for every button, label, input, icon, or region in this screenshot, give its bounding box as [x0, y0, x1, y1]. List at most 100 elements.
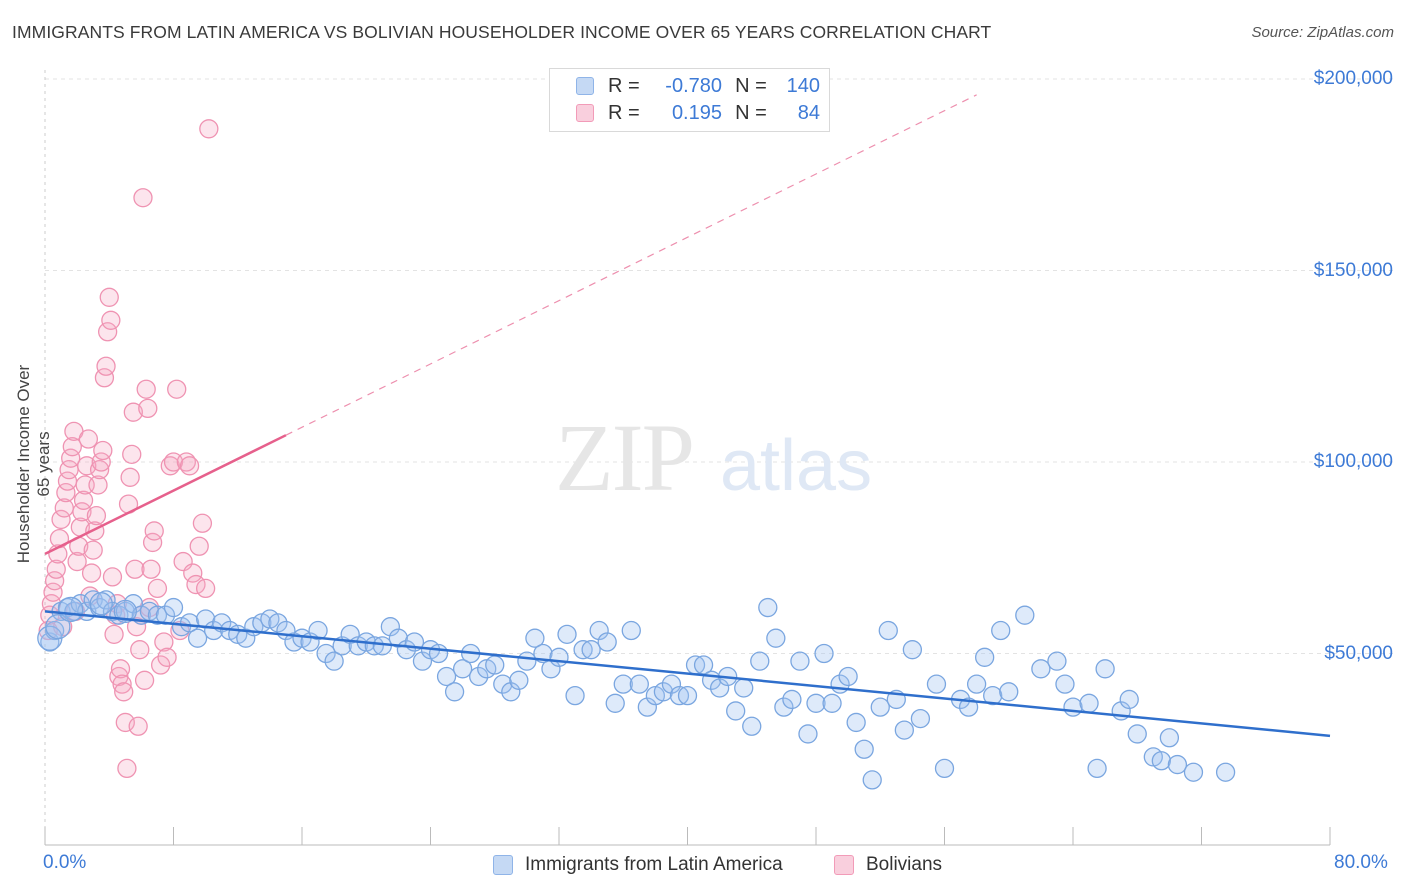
- bolivians-point: [136, 379, 156, 399]
- immigrants-point: [452, 659, 473, 679]
- immigrants-point: [324, 651, 344, 671]
- immigrants-point: [597, 632, 617, 652]
- bolivians-point: [138, 398, 158, 419]
- immigrants-point: [187, 628, 208, 648]
- bolivians-point: [51, 509, 71, 530]
- bolivians-point: [134, 670, 155, 690]
- bolivians-point: [128, 716, 148, 736]
- bolivians-point: [144, 521, 164, 541]
- bolivians-point: [125, 559, 145, 579]
- trend-lines: [44, 94, 1331, 738]
- immigrants-point: [1087, 758, 1107, 779]
- legend-row-immigrants: R = -0.780 N = 140: [576, 73, 820, 99]
- immigrants-point: [1183, 762, 1204, 782]
- immigrants-point: [790, 651, 810, 671]
- immigrants-point: [838, 666, 858, 687]
- immigrants-point: [565, 685, 585, 706]
- immigrants-point: [163, 597, 184, 618]
- correlation-legend: R = -0.780 N = 140 R = 0.195 N = 84: [549, 68, 830, 132]
- x-tick-label-min: 0.0%: [43, 852, 87, 873]
- bolivians-point: [46, 559, 66, 579]
- immigrants-point: [734, 678, 754, 698]
- y-tick-label-3: $200,000: [1313, 68, 1393, 89]
- bolivians-point: [112, 674, 132, 694]
- y-tick-label-1: $100,000: [1313, 451, 1393, 472]
- trend-line-bolivians: [44, 434, 287, 556]
- watermark: ZIP atlas: [555, 404, 872, 511]
- chart-title: IMMIGRANTS FROM LATIN AMERICA VS BOLIVIA…: [12, 22, 992, 42]
- legend-row-bolivians: R = 0.195 N = 84: [576, 100, 820, 126]
- immigrants-point: [774, 697, 794, 717]
- y-tick-label-2: $150,000: [1313, 259, 1393, 281]
- immigrants-point: [1031, 659, 1051, 679]
- axes: [44, 70, 1331, 846]
- bolivians-point: [123, 402, 143, 422]
- bolivians-point: [67, 551, 87, 572]
- bolivians-point: [104, 624, 124, 644]
- immigrants-point: [316, 643, 336, 664]
- immigrants-point: [1095, 659, 1115, 679]
- immigrants-point: [726, 701, 746, 721]
- immigrants-point: [96, 590, 116, 610]
- bolivians-point: [179, 456, 200, 476]
- immigrants-point: [1119, 689, 1139, 710]
- bolivians-point: [130, 640, 150, 660]
- legend-n-label: N =: [735, 101, 767, 124]
- immigrants-point-large: [89, 592, 113, 616]
- immigrants-point: [1015, 605, 1035, 625]
- bolivians-point: [141, 559, 161, 579]
- trend-line-bolivians-extension: [285, 94, 977, 436]
- immigrants-point: [364, 636, 384, 656]
- immigrants-point: [517, 651, 537, 671]
- immigrants-point: [1127, 724, 1147, 744]
- immigrants-point: [621, 620, 641, 641]
- immigrants-point: [983, 685, 1003, 706]
- bolivians-point: [195, 578, 216, 599]
- immigrants-point: [1079, 693, 1099, 713]
- immigrants-point: [1151, 751, 1171, 771]
- bolivians-point: [186, 574, 206, 595]
- immigrants-point-large: [45, 614, 71, 640]
- bolivians-point: [199, 119, 219, 139]
- immigrants-point: [750, 651, 770, 671]
- x-tick-label-max: 80.0%: [1334, 852, 1388, 873]
- legend-label-immigrants: Immigrants from Latin America: [525, 854, 783, 875]
- bolivians-point: [62, 437, 82, 457]
- immigrants-point: [822, 693, 842, 713]
- legend-item-immigrants: Immigrants from Latin America: [493, 852, 783, 878]
- immigrants-point: [806, 693, 826, 713]
- immigrants-point: [846, 712, 866, 733]
- immigrants-point: [605, 693, 625, 713]
- grid-lines: [45, 78, 1395, 654]
- legend-r-label: R =: [608, 74, 640, 97]
- immigrants-point: [758, 597, 778, 618]
- immigrants-point: [629, 674, 649, 694]
- immigrants-point: [742, 716, 762, 736]
- immigrants-point-large: [58, 596, 84, 623]
- y-tick-label-0: $50,000: [1324, 642, 1393, 664]
- bolivians-point: [167, 379, 187, 399]
- bolivians-point: [110, 659, 131, 679]
- legend-swatch-pink: [576, 104, 594, 122]
- bolivians-point: [120, 467, 140, 487]
- legend-n-label: N =: [735, 74, 767, 97]
- bolivians-point: [73, 490, 94, 510]
- immigrants-point: [966, 674, 987, 694]
- immigrants-point: [862, 770, 882, 790]
- immigrants-point: [669, 685, 690, 706]
- immigrants-point: [910, 708, 931, 729]
- immigrants-point: [613, 674, 633, 694]
- bolivians-point: [126, 617, 147, 637]
- source-label: Source: ZipAtlas.com: [1251, 24, 1394, 41]
- bolivians-point: [99, 287, 119, 307]
- legend-r-label: R =: [608, 101, 640, 124]
- bolivians-point: [154, 632, 174, 652]
- bolivians-point: [117, 758, 137, 779]
- immigrants-point: [894, 720, 914, 740]
- immigrants-point: [782, 689, 802, 710]
- immigrants-point: [525, 628, 545, 648]
- bolivians-point: [96, 356, 116, 376]
- legend-item-bolivians: Bolivians: [834, 852, 942, 878]
- immigrants-point: [469, 666, 489, 687]
